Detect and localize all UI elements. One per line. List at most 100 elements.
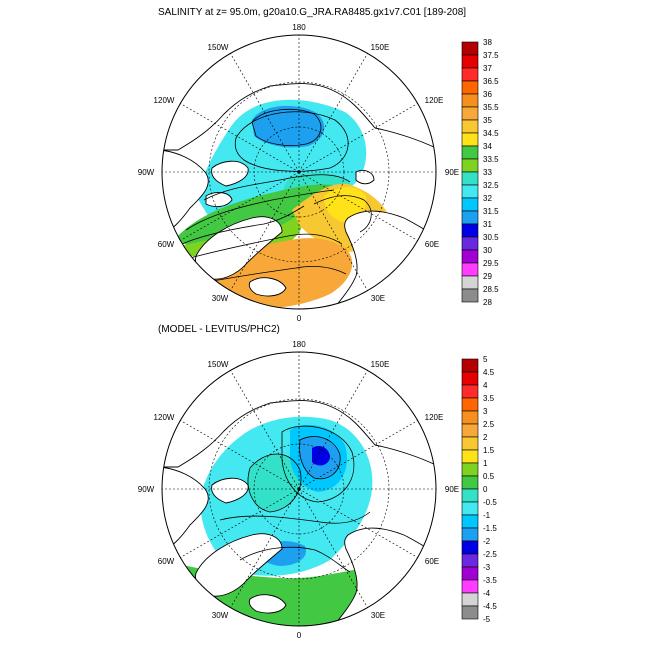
colorbar-swatch (461, 93, 479, 108)
difference-title: (MODEL - LEVITUS/PHC2) (158, 324, 280, 335)
colorbar-tick-label: 30.5 (483, 233, 499, 242)
lon-label-90w: 90W (138, 168, 155, 177)
difference-lon-labels: 180 150E 120E 90E 60E 30E 0 30W 60W 90W … (138, 340, 459, 640)
colorbar-tick-label: 3 (483, 407, 488, 416)
colorbar-tick-label: 0 (483, 485, 488, 494)
colorbar-swatch (461, 132, 479, 147)
colorbar-swatch (461, 197, 479, 212)
colorbar-tick-label: 37 (483, 64, 492, 73)
colorbar-tick-label: -0.5 (483, 498, 497, 507)
colorbar-swatch (461, 210, 479, 225)
colorbar-swatch (461, 184, 479, 199)
colorbar-swatch (461, 397, 479, 412)
colorbar-swatch (461, 67, 479, 82)
colorbar-swatch (461, 80, 479, 95)
salinity-graticule (162, 35, 436, 309)
colorbar-tick-label: 32 (483, 194, 492, 203)
lon-label-30e: 30E (371, 294, 385, 303)
colorbar-tick-label: 37.5 (483, 51, 499, 60)
colorbar-swatch (461, 449, 479, 464)
colorbar-tick-label: 4 (483, 381, 488, 390)
colorbar-swatch (461, 358, 479, 373)
lon-label-120w: 120W (154, 413, 175, 422)
colorbar-tick-label: -5 (483, 615, 491, 624)
colorbar-tick-label: 1 (483, 459, 488, 468)
colorbar-swatch (461, 236, 479, 251)
lon-label-60e: 60E (425, 240, 439, 249)
colorbar-tick-label: 1.5 (483, 446, 495, 455)
colorbar-swatch (461, 249, 479, 264)
colorbar-swatch (461, 288, 479, 303)
colorbar-swatch (461, 410, 479, 425)
colorbar-swatch (461, 223, 479, 238)
colorbar-tick-label: 36 (483, 90, 492, 99)
colorbar-swatch (461, 423, 479, 438)
colorbar-swatch (461, 145, 479, 160)
salinity-map-border (161, 34, 437, 310)
difference-map (162, 352, 436, 626)
colorbar-tick-label: 2.5 (483, 420, 495, 429)
colorbar-swatch (461, 475, 479, 490)
colorbar-swatch (461, 605, 479, 620)
colorbar-swatch (461, 275, 479, 290)
lon-label-60w: 60W (158, 557, 175, 566)
lon-label-150w: 150W (208, 360, 229, 369)
colorbar-swatch (461, 579, 479, 594)
salinity-lon-labels: 180 150E 120E 90E 60E 30E 0 30W 60W 90W … (138, 23, 459, 323)
colorbar-tick-label: 28 (483, 298, 492, 307)
lon-label-90e: 90E (445, 485, 459, 494)
difference-field-aqua (248, 454, 301, 512)
colorbar-swatch (461, 171, 479, 186)
lon-label-150w: 150W (208, 43, 229, 52)
colorbar-swatch (461, 592, 479, 607)
lon-label-60w: 60W (158, 240, 175, 249)
difference-contours (219, 425, 371, 573)
lon-label-30e: 30E (371, 611, 385, 620)
colorbar-swatch (461, 527, 479, 542)
lon-label-120e: 120E (425, 96, 444, 105)
colorbar-swatch (461, 462, 479, 477)
lon-label-30w: 30W (212, 611, 229, 620)
salinity-panel: SALINITY at z= 95.0m, g20a10.G_JRA.RA848… (138, 7, 499, 323)
colorbar-tick-label: -4 (483, 589, 491, 598)
colorbar-tick-label: 36.5 (483, 77, 499, 86)
colorbar-swatch (461, 371, 479, 386)
colorbar-swatch (461, 41, 479, 56)
colorbar-swatch (461, 158, 479, 173)
colorbar-tick-label: 35 (483, 116, 492, 125)
colorbar-tick-label: 29.5 (483, 259, 499, 268)
colorbar-swatch (461, 106, 479, 121)
lon-label-0: 0 (297, 314, 302, 323)
salinity-colorbar: 38 37.5 37 36.5 36 35.5 35 34.5 34 33.5 33 32.5 32 31… (461, 38, 499, 307)
colorbar-tick-label: -3 (483, 563, 491, 572)
difference-map-border (161, 351, 437, 627)
lon-label-150e: 150E (371, 360, 390, 369)
difference-graticule (162, 352, 436, 626)
colorbar-tick-label: -1.5 (483, 524, 497, 533)
salinity-land (162, 35, 436, 309)
colorbar-swatch (461, 384, 479, 399)
colorbar-tick-label: -1 (483, 511, 491, 520)
salinity-title: SALINITY at z= 95.0m, g20a10.G_JRA.RA848… (158, 7, 466, 18)
colorbar-swatch (461, 501, 479, 516)
colorbar-tick-label: 31.5 (483, 207, 499, 216)
lon-label-120w: 120W (154, 96, 175, 105)
colorbar-tick-label: 31 (483, 220, 492, 229)
colorbar-swatch (461, 553, 479, 568)
difference-colorbar: 5 4.5 4 3.5 3 2.5 2 1.5 1 0.5 0 -0.5 -1 -1.5 -2 -2.5 -3 -… (461, 355, 497, 624)
colorbar-tick-label: -3.5 (483, 576, 497, 585)
colorbar-swatch (461, 540, 479, 555)
colorbar-swatch (461, 566, 479, 581)
colorbar-tick-label: 32.5 (483, 181, 499, 190)
salinity-field-canada-basin (252, 105, 325, 148)
colorbar-tick-label: -4.5 (483, 602, 497, 611)
lon-label-30w: 30W (212, 294, 229, 303)
colorbar-tick-label: 33.5 (483, 155, 499, 164)
colorbar-swatch (461, 54, 479, 69)
lon-label-0: 0 (297, 631, 302, 640)
colorbar-tick-label: 38 (483, 38, 492, 47)
difference-field-dark-blue (312, 446, 330, 466)
lon-label-90w: 90W (138, 485, 155, 494)
colorbar-tick-label: 34.5 (483, 129, 499, 138)
